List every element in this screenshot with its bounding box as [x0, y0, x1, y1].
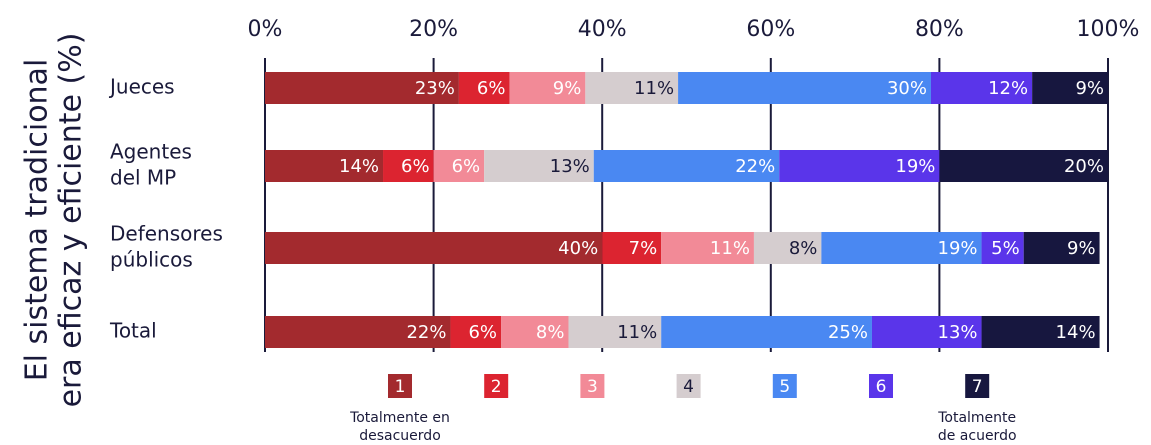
- bar-segment: [450, 316, 502, 348]
- bar-segment: [509, 72, 586, 104]
- bar-segment: [585, 72, 679, 104]
- value-label: 13%: [550, 156, 590, 177]
- legend-note: desacuerdo: [359, 428, 441, 444]
- bar-segment: [661, 232, 754, 264]
- category-label: Defensores: [110, 222, 223, 246]
- x-tick-label: 60%: [746, 17, 795, 42]
- value-label: 9%: [553, 78, 582, 99]
- legend-swatch: [869, 374, 893, 398]
- value-label: 8%: [536, 322, 565, 343]
- category-label: del MP: [110, 166, 176, 190]
- legend-swatch: [388, 374, 412, 398]
- value-label: 8%: [789, 238, 818, 259]
- value-label: 7%: [629, 238, 658, 259]
- x-tick-label: 0%: [248, 17, 283, 42]
- legend-label: 1: [395, 377, 406, 397]
- bar-segment: [593, 150, 780, 182]
- value-label: 23%: [415, 78, 455, 99]
- category-label: públicos: [110, 248, 193, 272]
- bar-segment: [821, 232, 982, 264]
- category-label: Jueces: [108, 75, 175, 99]
- value-label: 14%: [339, 156, 379, 177]
- x-tick-label: 20%: [409, 17, 458, 42]
- bar-segment: [383, 150, 434, 182]
- value-label: 11%: [710, 238, 750, 259]
- legend-swatch: [484, 374, 509, 398]
- bar-segment: [602, 232, 662, 264]
- value-label: 14%: [1056, 322, 1096, 343]
- x-tick-label: 100%: [1077, 17, 1140, 42]
- value-label: 20%: [1064, 156, 1104, 177]
- bar-segment: [753, 232, 822, 264]
- value-label: 30%: [887, 78, 927, 99]
- legend-swatch: [580, 374, 605, 398]
- value-label: 6%: [452, 156, 481, 177]
- bar-segment: [1032, 72, 1108, 104]
- bar-segment: [433, 150, 485, 182]
- category-label: Total: [109, 319, 157, 343]
- value-label: 19%: [895, 156, 935, 177]
- value-label: 13%: [938, 322, 978, 343]
- legend-note: de acuerdo: [938, 428, 1017, 444]
- legend-swatch: [772, 374, 797, 398]
- legend-note: Totalmente en: [349, 410, 450, 426]
- legend-note: Totalmente: [937, 410, 1016, 426]
- value-label: 6%: [477, 78, 506, 99]
- bar-segment: [779, 150, 940, 182]
- legend-label: 7: [972, 377, 983, 397]
- category-label: Agentes: [110, 140, 192, 164]
- legend-swatch: [676, 374, 701, 398]
- bar-segment: [265, 72, 459, 104]
- y-axis-title: El sistema tradicional era eficaz y efici…: [20, 33, 89, 408]
- bar-segment: [568, 316, 662, 348]
- bar-segment: [981, 232, 1024, 264]
- bar-segment: [265, 232, 603, 264]
- y-axis-title-line: El sistema tradicional: [20, 59, 55, 382]
- bar-segment: [930, 72, 1033, 104]
- value-label: 22%: [406, 322, 446, 343]
- legend-label: 4: [683, 377, 694, 397]
- bar-segment: [939, 150, 1108, 182]
- value-label: 9%: [1075, 78, 1104, 99]
- bar-segment: [501, 316, 569, 348]
- legend-label: 6: [876, 377, 887, 397]
- bar-segment: [661, 316, 872, 348]
- bar-segment: [265, 150, 384, 182]
- value-label: 5%: [991, 238, 1020, 259]
- value-label: 19%: [938, 238, 978, 259]
- value-label: 12%: [988, 78, 1028, 99]
- legend-swatch: [965, 374, 990, 398]
- bar-segment: [484, 150, 594, 182]
- bar-segment: [265, 316, 451, 348]
- value-label: 25%: [828, 322, 868, 343]
- value-label: 40%: [558, 238, 598, 259]
- y-axis-title-line: era eficaz y eficiente (%): [54, 33, 89, 408]
- bar-segment: [458, 72, 510, 104]
- bar-segment: [871, 316, 982, 348]
- x-tick-label: 40%: [578, 17, 627, 42]
- legend-label: 2: [491, 377, 502, 397]
- value-label: 6%: [468, 322, 497, 343]
- value-label: 6%: [401, 156, 430, 177]
- legend-label: 3: [587, 377, 598, 397]
- value-label: 11%: [617, 322, 657, 343]
- legend-label: 5: [779, 377, 790, 397]
- bar-segment: [678, 72, 931, 104]
- bar-segment: [981, 316, 1100, 348]
- bar-segment: [1023, 232, 1100, 264]
- x-tick-label: 80%: [915, 17, 964, 42]
- value-label: 22%: [735, 156, 775, 177]
- value-label: 11%: [634, 78, 674, 99]
- value-label: 9%: [1067, 238, 1096, 259]
